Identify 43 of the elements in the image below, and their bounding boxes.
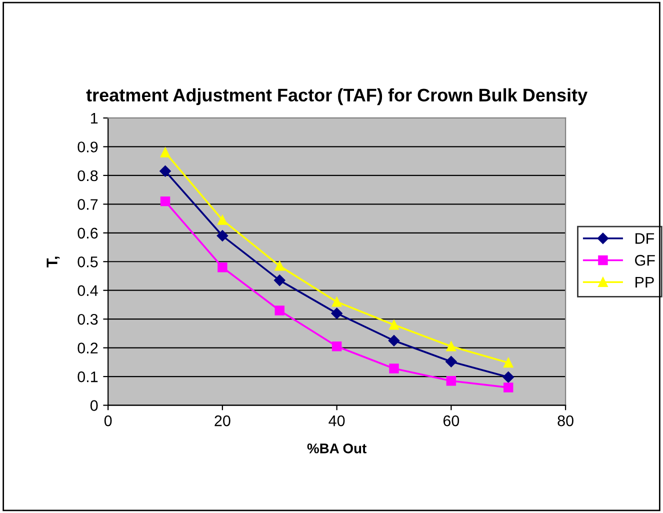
- point: [503, 358, 514, 368]
- point: [218, 215, 228, 225]
- y-tick-label: 0.6: [78, 228, 98, 239]
- point: [388, 335, 400, 346]
- x-tick-label: 80: [558, 415, 574, 426]
- point: [446, 376, 456, 386]
- x-tick-label: 60: [443, 415, 460, 426]
- point: [446, 356, 457, 368]
- x-axis-title: %BA Out: [307, 443, 366, 454]
- point: [502, 372, 514, 383]
- legend-label: GF: [635, 254, 655, 266]
- point: [216, 230, 228, 242]
- point: [332, 342, 342, 352]
- point: [274, 274, 286, 286]
- x-tick-label: 40: [328, 415, 345, 426]
- legend-label: DF: [636, 233, 654, 244]
- point: [503, 382, 514, 392]
- legend-label: PP: [636, 276, 654, 288]
- y-tick-label: 0: [90, 400, 98, 411]
- y-tick-label: 0.8: [78, 170, 98, 182]
- point: [218, 262, 228, 272]
- point: [160, 196, 170, 206]
- y-tick-label: 0.1: [78, 371, 98, 382]
- y-tick-label: 0.9: [78, 142, 98, 152]
- y-tick-label: 1: [91, 113, 98, 124]
- y-tick-label: 0.3: [78, 314, 98, 325]
- y-tick-label: 0.4: [78, 285, 98, 296]
- y-tick-label: 0.5: [78, 256, 98, 268]
- y-axis-title: T,: [46, 256, 60, 268]
- x-tick-label: 20: [214, 415, 230, 426]
- x-tick-label: 0: [104, 415, 112, 426]
- point: [274, 306, 284, 316]
- point: [389, 364, 399, 374]
- point: [274, 261, 284, 271]
- point: [389, 320, 399, 330]
- point: [332, 296, 342, 307]
- point: [446, 342, 456, 352]
- y-tick-label: 0.7: [78, 199, 98, 210]
- point: [331, 308, 342, 319]
- y-tick-label: 0.2: [78, 342, 98, 354]
- point: [160, 148, 170, 158]
- chart-title: treatment Adjustment Factor (TAF) for Crown Bulk Density: [86, 88, 588, 106]
- point: [160, 166, 171, 177]
